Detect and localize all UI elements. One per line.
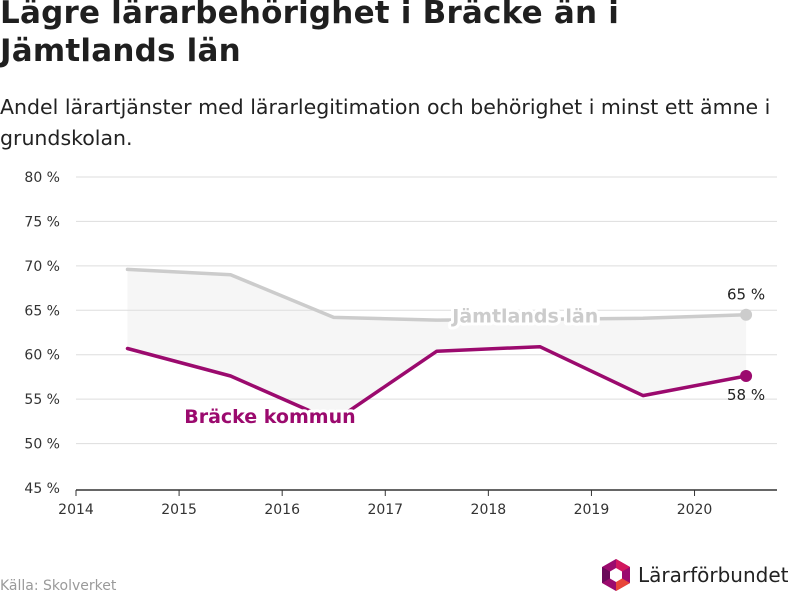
bracke-end-label: 58 % xyxy=(727,386,765,404)
jamtland-series-label: Jämtlands län xyxy=(450,306,598,328)
lararforbundet-logo-icon xyxy=(602,559,630,591)
y-tick-label: 45 % xyxy=(24,481,60,497)
y-tick-label: 75 % xyxy=(24,214,60,230)
jamtland-line xyxy=(125,267,748,322)
x-tick-label: 2015 xyxy=(161,502,197,518)
bracke-line xyxy=(125,344,748,424)
y-tick-label: 65 % xyxy=(24,303,60,319)
chart-subtitle: Andel lärartjänster med lärarlegitimatio… xyxy=(0,95,771,150)
y-tick-label: 60 % xyxy=(24,348,60,364)
y-tick-label: 55 % xyxy=(24,392,60,408)
x-tick-label: 2019 xyxy=(574,502,610,518)
jamtland-end-label: 65 % xyxy=(727,286,765,304)
x-tick-label: 2016 xyxy=(264,502,300,518)
x-tick-label: 2014 xyxy=(58,502,94,518)
difference-band xyxy=(127,269,747,422)
y-tick-label: 80 % xyxy=(24,170,60,186)
logo-text: Lärarförbundet xyxy=(638,563,789,587)
jamtland-label-halo: Jämtlands län xyxy=(450,306,598,328)
x-tick-label: 2020 xyxy=(677,502,713,518)
x-tick-label: 2018 xyxy=(471,502,507,518)
jamtland-end-point xyxy=(740,308,753,321)
bracke-end-point xyxy=(740,370,753,383)
source-note: Källa: Skolverket xyxy=(0,578,117,594)
logo: Lärarförbundet xyxy=(600,556,789,594)
chart-title: Lägre lärarbehörighet i Bräcke än i Jämt… xyxy=(0,0,620,69)
x-tick-label: 2017 xyxy=(367,502,403,518)
bracke-label-halo: Bräcke kommun xyxy=(184,406,355,428)
bracke-series-label: Bräcke kommun xyxy=(184,406,355,428)
y-tick-label: 70 % xyxy=(24,259,60,275)
y-tick-label: 50 % xyxy=(24,437,60,453)
